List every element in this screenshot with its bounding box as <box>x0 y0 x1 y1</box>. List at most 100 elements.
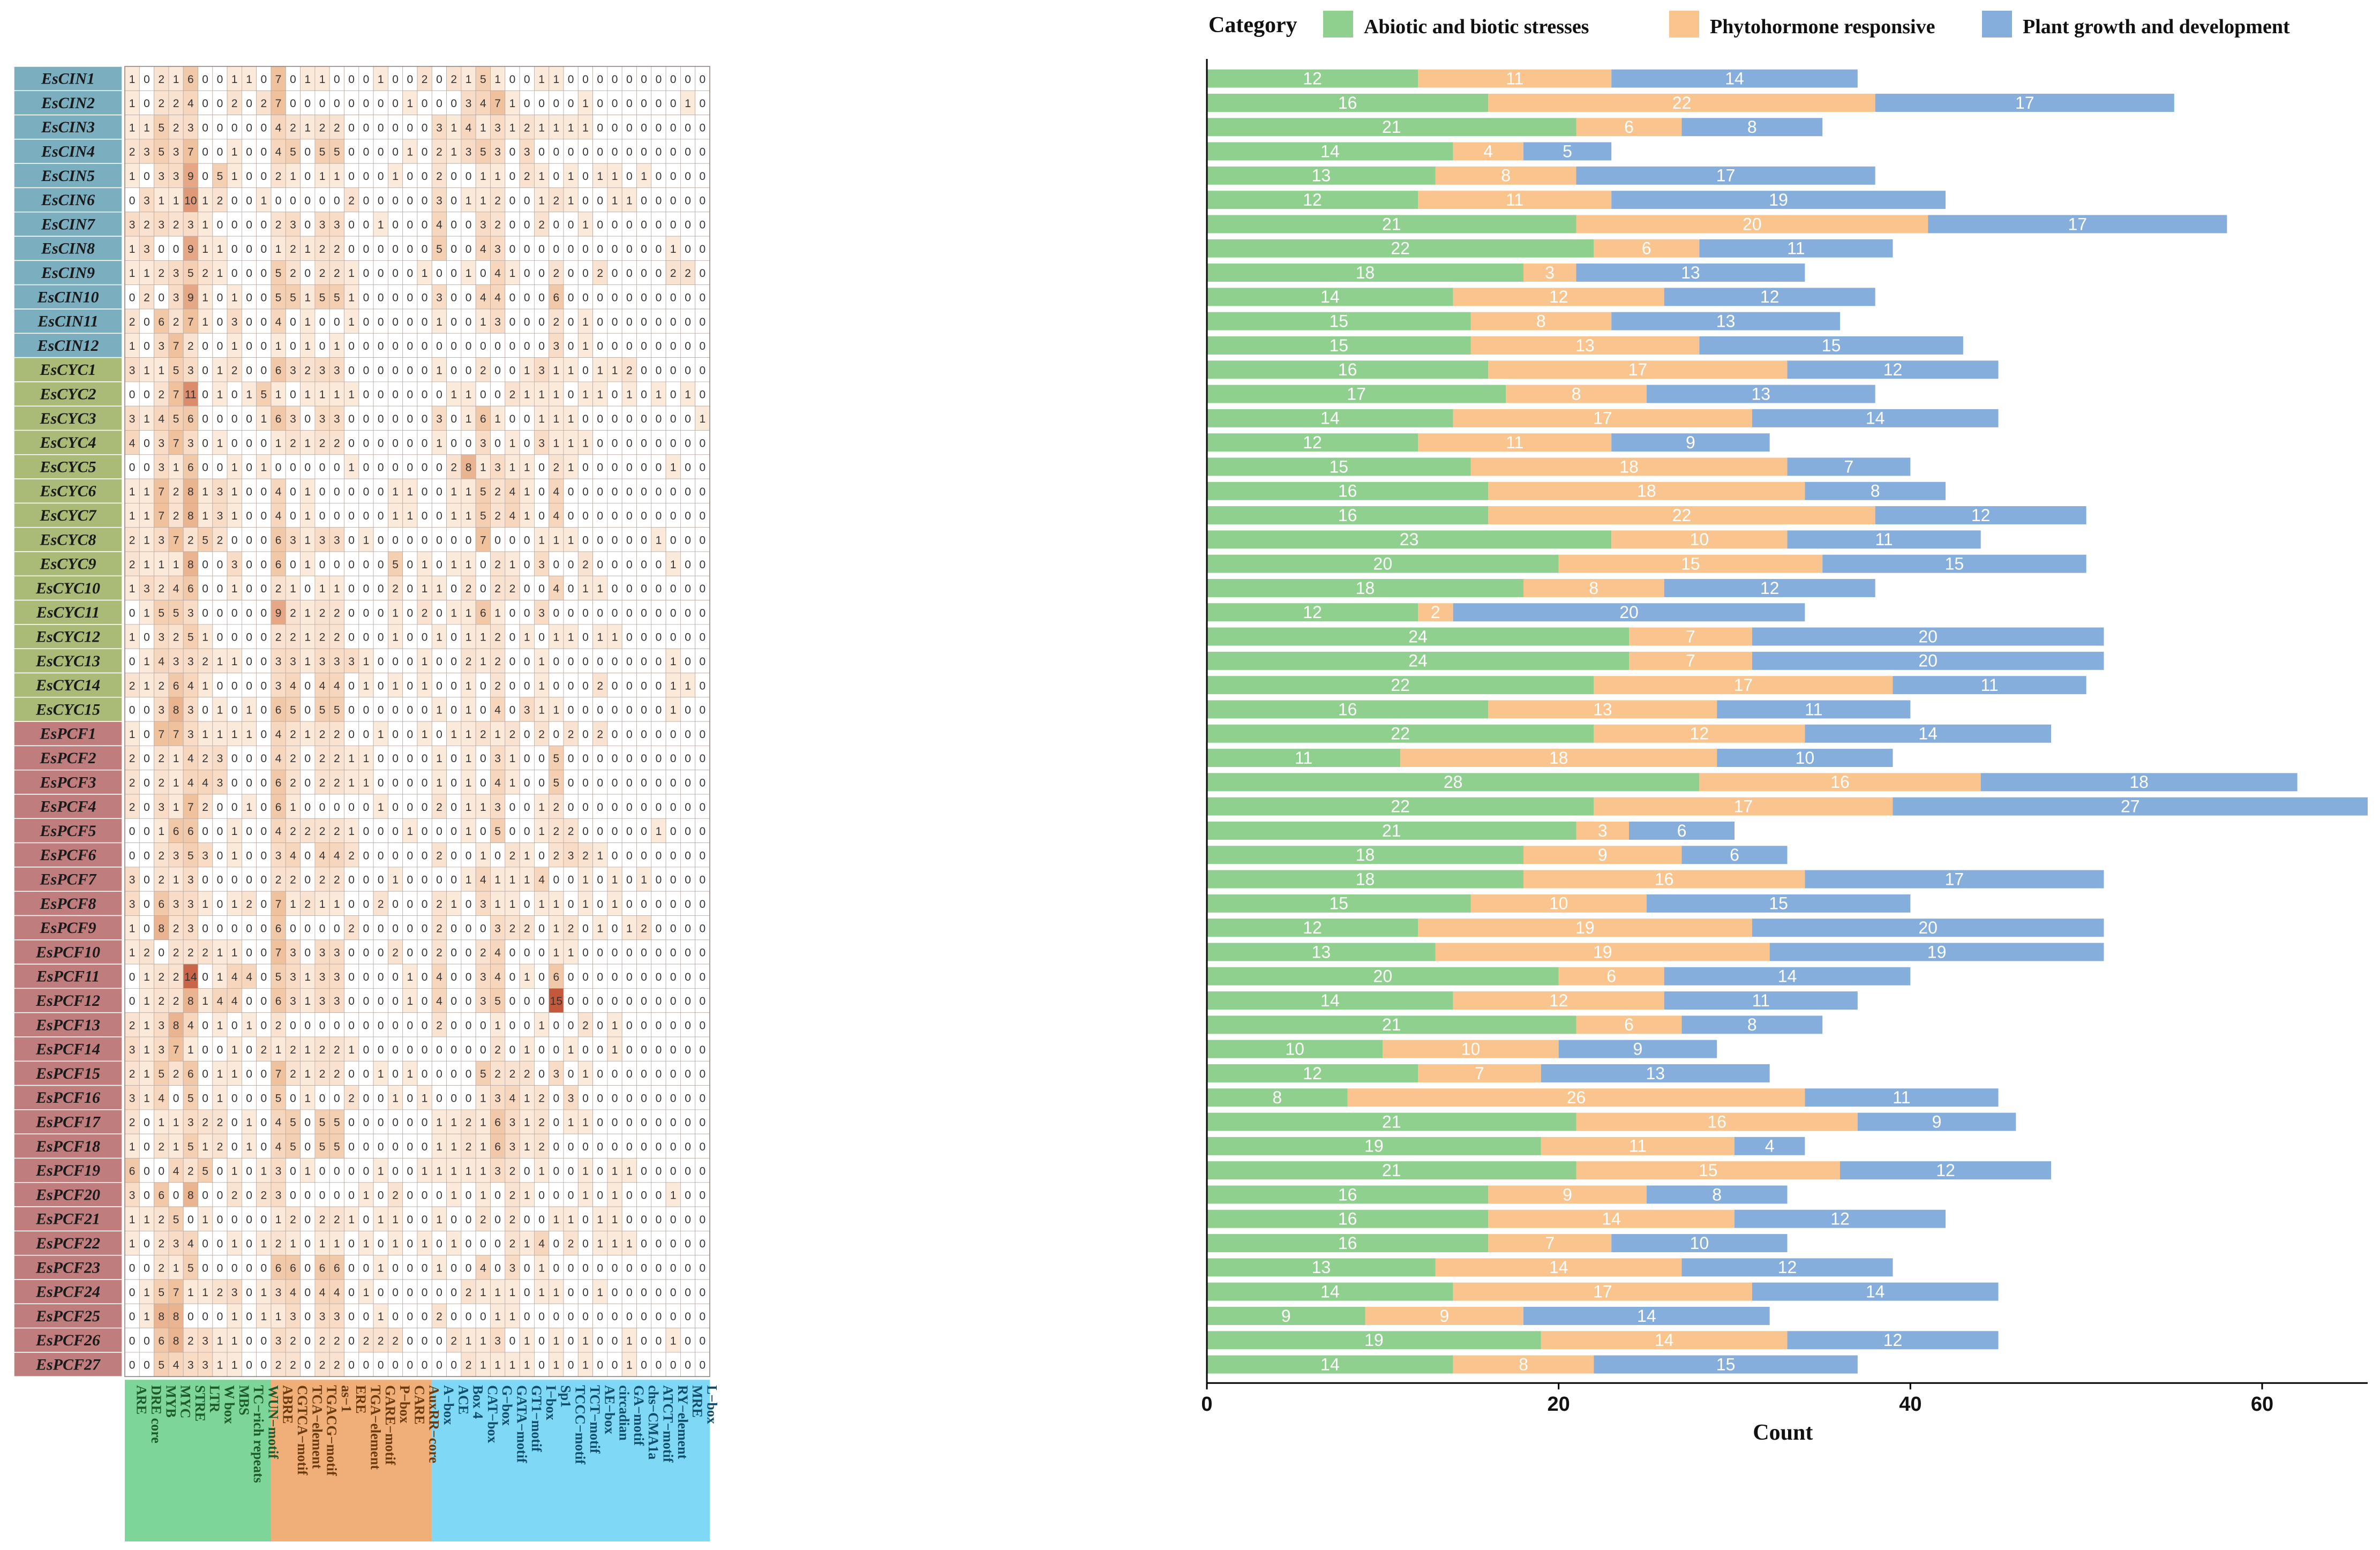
heatmap-cell-value: 1 <box>538 194 545 207</box>
heatmap-cell <box>592 284 608 310</box>
heatmap-cell-value: 0 <box>378 656 384 668</box>
heatmap-cell-value: 0 <box>685 825 691 838</box>
heatmap-cell-value: 2 <box>422 73 428 86</box>
heatmap-cell-value: 1 <box>290 583 296 595</box>
heatmap-cell-value: 0 <box>261 631 267 644</box>
heatmap-cell <box>534 139 550 164</box>
heatmap-cell-value: 0 <box>626 535 633 547</box>
heatmap-cell-value: 0 <box>641 1214 647 1226</box>
heatmap-cell-value: 1 <box>509 1311 516 1323</box>
heatmap-cell-value: 1 <box>129 122 136 134</box>
heatmap-cell-value: 0 <box>436 825 442 838</box>
heatmap-cell-value: 0 <box>129 607 136 619</box>
heatmap-cell-value: 0 <box>319 559 326 571</box>
gene-label-bg <box>13 551 123 577</box>
heatmap-cell-value: 0 <box>407 680 414 692</box>
motif-label: circadian <box>617 1385 632 1441</box>
heatmap-cell-value: 0 <box>334 462 340 474</box>
heatmap-cell <box>271 66 286 91</box>
heatmap-cell <box>271 163 286 188</box>
heatmap-cell-value: 0 <box>202 97 208 110</box>
heatmap-cell <box>154 115 169 140</box>
heatmap-cell-value: 5 <box>173 413 179 425</box>
heatmap-cell-value: 0 <box>553 97 560 110</box>
heatmap-cell-value: 1 <box>173 1117 179 1129</box>
heatmap-cell <box>285 478 301 503</box>
heatmap-cell-value: 1 <box>612 1044 618 1056</box>
bar-segment-label: 11 <box>1752 991 1770 1010</box>
heatmap-cell-value: 2 <box>144 219 150 231</box>
heatmap-cell <box>636 357 652 382</box>
heatmap-cell-value: 1 <box>436 777 442 789</box>
heatmap-cell-value: 0 <box>538 777 545 789</box>
heatmap-cell-value: 0 <box>319 922 326 935</box>
heatmap-cell-value: 5 <box>187 1262 194 1275</box>
heatmap-cell-value: 0 <box>641 898 647 911</box>
heatmap-cell-value: 0 <box>700 1165 706 1177</box>
heatmap-cell-value: 5 <box>158 146 164 159</box>
heatmap-cell-value: 1 <box>582 122 589 134</box>
bar-segment-label: 8 <box>1747 117 1757 137</box>
heatmap-cell-value: 3 <box>275 1165 282 1177</box>
heatmap-cell-value: 0 <box>304 1335 311 1347</box>
heatmap-cell-value: 0 <box>524 535 530 547</box>
heatmap-cell <box>563 430 579 455</box>
heatmap-cell-value: 0 <box>641 364 647 377</box>
heatmap-cell-value: 0 <box>319 340 326 352</box>
heatmap-cell <box>212 163 228 188</box>
heatmap-cell-value: 0 <box>451 825 457 838</box>
heatmap-cell-value: 0 <box>524 1020 530 1032</box>
heatmap-cell-value: 0 <box>568 898 574 911</box>
heatmap-cell-value: 1 <box>231 1359 238 1372</box>
heatmap-cell-value: 0 <box>363 73 370 86</box>
gene-label: EsCYC12 <box>35 628 100 646</box>
heatmap-cell-value: 3 <box>129 1044 136 1056</box>
heatmap-cell-value: 0 <box>246 1044 252 1056</box>
heatmap-cell <box>256 405 272 431</box>
heatmap-cell-value: 1 <box>451 1117 457 1129</box>
heatmap-cell-value: 1 <box>597 389 603 401</box>
heatmap-cell-value: 0 <box>422 292 428 304</box>
heatmap-cell-value: 0 <box>612 1141 618 1153</box>
heatmap-cell-value: 0 <box>246 1311 252 1323</box>
heatmap-cell-value: 0 <box>670 437 677 449</box>
heatmap-cell-value: 0 <box>290 1165 296 1177</box>
heatmap-cell-value: 0 <box>363 874 370 886</box>
heatmap-cell <box>592 551 608 576</box>
bar-segment-label: 8 <box>1871 481 1880 501</box>
heatmap-cell-value: 0 <box>494 340 501 352</box>
heatmap-cell-value: 0 <box>290 462 296 474</box>
heatmap-cell-value: 0 <box>597 194 603 207</box>
heatmap-cell-value: 0 <box>392 267 399 280</box>
heatmap-cell-value: 1 <box>217 1020 223 1032</box>
heatmap-cell-value: 0 <box>407 777 414 789</box>
heatmap-cell <box>154 187 169 213</box>
heatmap-cell-value: 0 <box>568 292 574 304</box>
heatmap-cell <box>680 187 696 213</box>
heatmap-cell-value: 0 <box>246 243 252 255</box>
heatmap-cell <box>695 333 710 358</box>
heatmap-cell <box>651 454 666 479</box>
heatmap-cell-value: 0 <box>553 243 560 255</box>
heatmap-cell-value: 5 <box>334 292 340 304</box>
gene-label-bg <box>13 1109 123 1134</box>
legend-swatch <box>1669 11 1699 37</box>
heatmap-cell <box>256 333 272 358</box>
heatmap-cell-value: 0 <box>422 1214 428 1226</box>
heatmap-cell-value: 0 <box>656 194 662 207</box>
heatmap-cell-value: 0 <box>524 559 530 571</box>
heatmap-cell-value: 0 <box>290 389 296 401</box>
heatmap-cell-value: 1 <box>582 316 589 328</box>
heatmap-cell-value: 1 <box>246 801 252 814</box>
heatmap-cell <box>461 236 476 261</box>
heatmap-cell-value: 2 <box>538 728 545 741</box>
heatmap-cell-value: 1 <box>422 1092 428 1104</box>
heatmap-cell-value: 0 <box>524 243 530 255</box>
heatmap-cell-value: 0 <box>700 801 706 814</box>
heatmap-cell-value: 0 <box>670 922 677 935</box>
heatmap-cell-value: 1 <box>494 413 501 425</box>
heatmap-cell-value: 0 <box>685 995 691 1007</box>
heatmap-cell <box>154 551 169 576</box>
heatmap-cell <box>344 333 359 358</box>
